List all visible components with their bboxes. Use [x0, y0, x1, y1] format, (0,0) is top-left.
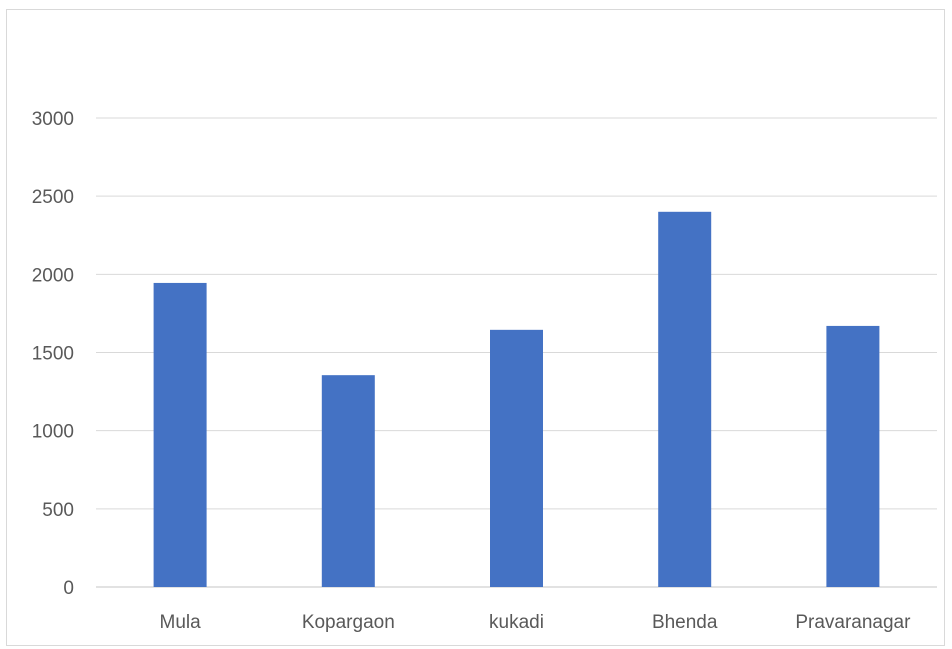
bar-pravaranagar — [826, 325, 880, 587]
y-tick-label: 2500 — [32, 187, 74, 208]
bar-mula — [153, 282, 207, 587]
x-tick-label: Kopargaon — [302, 612, 395, 633]
x-tick-label: Mula — [160, 612, 202, 633]
y-tick-label: 2000 — [32, 265, 74, 286]
y-axis-ticks: 0 500 1000 1500 2000 2500 3000 — [32, 109, 74, 599]
bars — [153, 211, 880, 588]
x-tick-label: Bhenda — [652, 612, 718, 633]
y-tick-label: 1000 — [32, 422, 74, 443]
y-tick-label: 500 — [42, 500, 74, 521]
gridlines — [96, 117, 937, 588]
bar-kukadi — [490, 329, 543, 587]
y-tick-label: 1500 — [32, 344, 74, 365]
x-tick-label: kukadi — [489, 612, 544, 633]
x-tick-label: Pravaranagar — [795, 612, 911, 633]
x-axis-ticks: Mula Kopargaon kukadi Bhenda Pravaranagar — [160, 612, 912, 633]
y-tick-label: 3000 — [32, 109, 74, 130]
y-tick-label: 0 — [63, 578, 74, 599]
bar-bhenda — [658, 211, 712, 588]
bar-kopargaon — [321, 375, 375, 587]
